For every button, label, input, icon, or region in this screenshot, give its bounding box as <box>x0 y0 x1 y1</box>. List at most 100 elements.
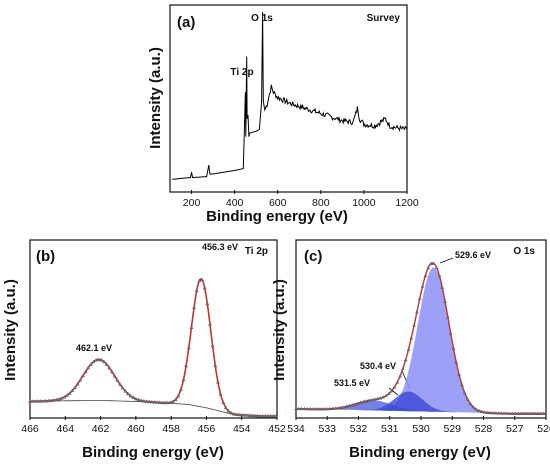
panel-b-data-point <box>49 398 54 402</box>
panel-b-x-tick-label: 466 <box>21 423 39 435</box>
panel-b-data-point <box>54 397 59 402</box>
panel-c-data-point <box>533 411 537 415</box>
panel-b-data-point <box>104 362 109 366</box>
panel-b-data-point <box>149 399 154 404</box>
panel-b-data-point <box>67 391 72 395</box>
panel-b-data-point <box>208 322 212 326</box>
panel-a-x-tick-label: 600 <box>269 197 287 209</box>
panel-c-peak-label-5296: 529.6 eV <box>455 250 491 260</box>
panel-c-data-point <box>353 402 357 406</box>
panel-c-data-point <box>522 411 526 415</box>
panel-c-data-point <box>510 411 515 415</box>
panel-c-data-point <box>299 406 304 411</box>
panel-b-data-point <box>202 285 207 290</box>
panel-b-data-point <box>99 358 104 362</box>
panel-b-data-point <box>110 369 114 374</box>
panel-c-data-point <box>423 273 428 277</box>
panel-c-data-point <box>488 410 492 415</box>
panel-b-data-point <box>229 410 233 415</box>
panel-b-peak-label-462: 462.1 eV <box>76 343 112 353</box>
panel-c-data-point <box>505 411 509 415</box>
panel-b-x-tick-label: 462 <box>92 423 110 435</box>
panel-b-data-point <box>258 414 263 418</box>
panel-c-data-point <box>311 407 315 411</box>
panel-b-data-point <box>30 399 35 403</box>
panel-c-data-point <box>516 411 520 415</box>
panel-c-x-tick-label: 527 <box>506 423 524 435</box>
panel-b-data-point <box>274 414 278 418</box>
panel-c-x-tick-label: 530 <box>412 423 430 435</box>
panel-c-data-point <box>319 407 324 411</box>
panel-c-x-tick-label: 526 <box>537 423 550 435</box>
panel-b-data-point <box>152 400 157 404</box>
panel-c-x-tick-label: 533 <box>318 423 336 435</box>
panel-b-data-point <box>144 399 149 403</box>
panel-b-data-point <box>123 389 128 393</box>
panel-c-data-point <box>530 411 535 415</box>
panel-a-x-ticks: 200 400 600 800 1000 1200 <box>183 190 419 209</box>
panel-c-data-point <box>448 331 453 335</box>
panel-a-x-tick-label: 400 <box>226 197 244 209</box>
panel-c-data-point <box>384 393 388 398</box>
panel-c-data-point <box>381 395 385 399</box>
panel-c-data-point <box>322 407 326 411</box>
panel-b-data-point <box>70 388 75 392</box>
panel-b-data-point <box>120 385 125 390</box>
panel-c-data-point <box>370 398 374 402</box>
panel-c-data-point <box>513 411 518 415</box>
panel-b-data-point <box>86 365 91 370</box>
panel-b-data-point <box>91 359 96 364</box>
panel-b-data-point <box>255 413 260 418</box>
panel-c-data-point <box>454 360 459 364</box>
panel-a-annotation-ti2p: Ti 2p <box>230 67 253 78</box>
panel-c: (c) O 1s 529.6 eV 530.4 eV 531.5 eV Bind… <box>271 239 550 461</box>
panel-c-data-point <box>527 411 532 415</box>
panel-b-data-point <box>96 357 101 361</box>
panel-b-data-point <box>184 363 188 368</box>
panel-c-data-point <box>496 411 501 415</box>
panel-c-data-point <box>462 391 467 395</box>
panel-b-data-point <box>155 400 159 404</box>
panel-b-data-point <box>266 414 271 418</box>
panel-b-data-point <box>271 414 276 418</box>
panel-b-data-point <box>46 398 51 403</box>
panel-c-data-point <box>426 266 430 270</box>
panel-c-data-point <box>325 407 329 411</box>
panel-b-data-point <box>57 397 61 401</box>
panel-b-data-point <box>160 400 165 405</box>
panel-c-data-point <box>437 273 442 278</box>
panel-c-data-point <box>361 399 366 403</box>
panel-c-x-tick-label: 528 <box>475 423 493 435</box>
panel-b-data-point <box>134 396 138 401</box>
panel-b-data-point <box>89 362 93 366</box>
panel-c-data-point <box>344 404 349 408</box>
panel-b-x-tick-label: 458 <box>162 423 180 435</box>
panel-c-data-point <box>493 411 498 415</box>
panel-b-data-point <box>28 399 32 403</box>
panel-b-data-point <box>181 377 186 382</box>
panel-a-frame <box>169 4 408 193</box>
panel-a-xlabel: Binding energy (eV) <box>206 208 348 225</box>
panel-b-data-point <box>226 408 231 413</box>
panel-b-x-tick-label: 464 <box>57 423 75 435</box>
panel-b: (b) Ti 2p 462.1 eV 456.3 eV Binding ener… <box>2 239 286 461</box>
panel-b-data-point <box>245 413 249 417</box>
panel-c-data-point <box>305 407 310 411</box>
panel-b-frame <box>29 239 278 419</box>
panel-b-data-point <box>173 397 178 402</box>
panel-c-data-point <box>412 323 416 327</box>
panel-b-data-point <box>81 373 85 378</box>
panel-c-data-point <box>333 406 338 410</box>
panel-c-x-tick-label: 534 <box>287 423 305 435</box>
panel-b-data-point <box>171 399 175 404</box>
panel-c-data-point <box>375 396 380 401</box>
panel-b-data-point <box>131 395 136 399</box>
panel-a-ylabel: Intensity (a.u.) <box>147 47 164 149</box>
panel-c-data-point <box>342 405 346 409</box>
panel-b-x-tick-label: 460 <box>127 423 145 435</box>
panel-c-data-point <box>482 410 487 414</box>
panel-b-data-point <box>186 345 191 350</box>
panel-c-data-point <box>538 411 543 415</box>
panel-b-data-point <box>239 412 244 417</box>
panel-b-data-point <box>263 414 268 418</box>
